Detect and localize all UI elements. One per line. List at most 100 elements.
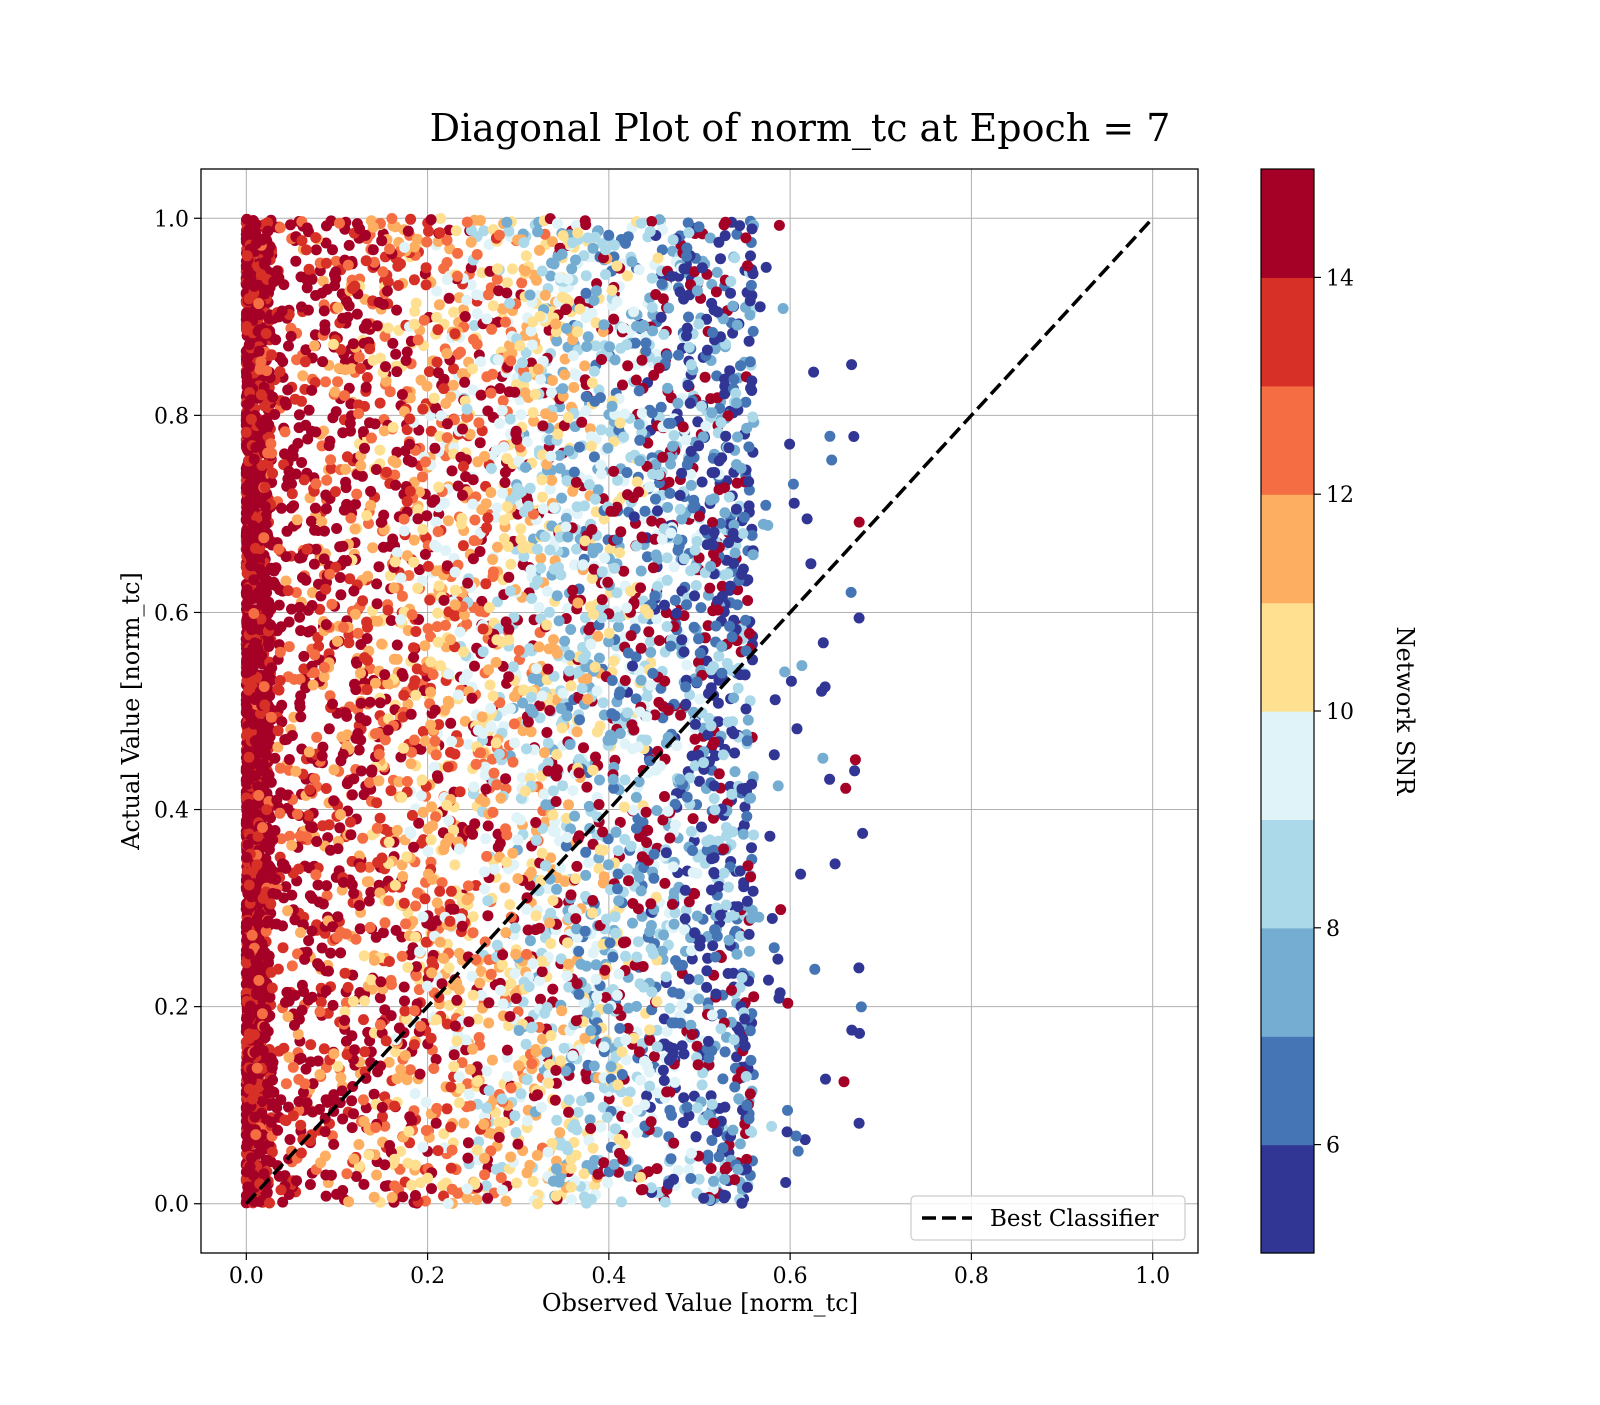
scatter-point: [566, 1194, 577, 1205]
scatter-point: [857, 828, 868, 839]
scatter-point: [352, 309, 363, 320]
scatter-point: [701, 982, 712, 993]
scatter-point: [321, 475, 332, 486]
scatter-point: [623, 231, 634, 242]
scatter-point: [335, 947, 346, 958]
scatter-point: [551, 771, 562, 782]
scatter-point: [782, 1105, 793, 1116]
scatter-point: [288, 1062, 299, 1073]
scatter-point: [496, 1172, 507, 1183]
scatter-point: [652, 505, 663, 516]
scatter-point: [651, 549, 662, 560]
scatter-point: [666, 1110, 677, 1121]
scatter-point: [651, 996, 662, 1007]
scatter-point: [631, 375, 642, 386]
scatter-point: [526, 326, 537, 337]
scatter-point: [760, 500, 771, 511]
scatter-point: [250, 543, 261, 554]
scatter-point: [652, 1163, 663, 1174]
scatter-point: [290, 256, 301, 267]
scatter-point: [559, 369, 570, 380]
scatter-point: [249, 281, 260, 292]
scatter-point: [511, 1127, 522, 1138]
scatter-point: [818, 637, 829, 648]
scatter-point: [247, 930, 258, 941]
scatter-point: [719, 868, 730, 879]
scatter-point: [772, 954, 783, 965]
scatter-point: [645, 647, 656, 658]
scatter-point: [741, 1154, 752, 1165]
scatter-point: [354, 745, 365, 756]
scatter-point: [624, 1171, 635, 1182]
scatter-point: [432, 621, 443, 632]
scatter-point: [635, 1172, 646, 1183]
scatter-point: [700, 421, 711, 432]
scatter-point: [748, 326, 759, 337]
scatter-point: [548, 895, 559, 906]
scatter-point: [358, 1014, 369, 1025]
scatter-point: [727, 826, 738, 837]
scatter-point: [364, 896, 375, 907]
scatter-point: [656, 312, 667, 323]
scatter-point: [275, 647, 286, 658]
scatter-point: [431, 1118, 442, 1129]
scatter-point: [305, 1179, 316, 1190]
scatter-point: [369, 955, 380, 966]
scatter-point: [763, 975, 774, 986]
scatter-point: [562, 475, 573, 486]
scatter-point: [622, 270, 633, 281]
scatter-point: [480, 833, 491, 844]
scatter-point: [515, 409, 526, 420]
scatter-point: [474, 1032, 485, 1043]
scatter-point: [324, 723, 335, 734]
scatter-point: [576, 1095, 587, 1106]
scatter-point: [680, 434, 691, 445]
scatter-point: [521, 250, 532, 261]
scatter-point: [311, 836, 322, 847]
scatter-point: [505, 703, 516, 714]
scatter-point: [280, 396, 291, 407]
scatter-point: [304, 405, 315, 416]
scatter-point: [294, 409, 305, 420]
scatter-point: [789, 498, 800, 509]
scatter-point: [541, 727, 552, 738]
scatter-point: [792, 723, 803, 734]
scatter-point: [669, 430, 680, 441]
scatter-point: [682, 1102, 693, 1113]
scatter-point: [242, 728, 253, 739]
scatter-point: [853, 962, 864, 973]
scatter-point: [320, 1126, 331, 1137]
scatter-point: [402, 1074, 413, 1085]
scatter-point: [719, 374, 730, 385]
scatter-point: [330, 266, 341, 277]
scatter-point: [284, 754, 295, 765]
scatter-point: [274, 600, 285, 611]
scatter-point: [350, 684, 361, 695]
scatter-point: [244, 339, 255, 350]
scatter-point: [244, 774, 255, 785]
scatter-point: [431, 517, 442, 528]
scatter-point: [409, 274, 420, 285]
scatter-point: [551, 1115, 562, 1126]
scatter-point: [265, 620, 276, 631]
scatter-point: [714, 881, 725, 892]
scatter-point: [517, 357, 528, 368]
scatter-point: [729, 748, 740, 759]
scatter-point: [515, 523, 526, 534]
scatter-point: [362, 571, 373, 582]
scatter-point: [820, 1074, 831, 1085]
scatter-point: [691, 580, 702, 591]
scatter-point: [391, 925, 402, 936]
scatter-point: [532, 1198, 543, 1209]
scatter-point: [261, 804, 272, 815]
scatter-point: [796, 660, 807, 671]
scatter-point: [706, 1163, 717, 1174]
scatter-point: [432, 324, 443, 335]
scatter-point: [704, 583, 715, 594]
scatter-point: [680, 699, 691, 710]
scatter-point: [558, 688, 569, 699]
scatter-point: [451, 225, 462, 236]
scatter-point: [788, 479, 799, 490]
scatter-point: [728, 692, 739, 703]
scatter-point: [421, 262, 432, 273]
